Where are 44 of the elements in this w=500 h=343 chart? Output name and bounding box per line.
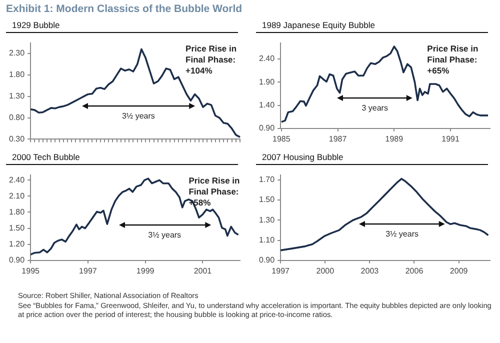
y-tick-label: 0.90: [258, 124, 276, 133]
x-tick-label: 1991: [442, 134, 460, 144]
y-tick-label: 0.80: [8, 112, 26, 122]
y-tick-label: 1.80: [8, 70, 26, 80]
x-tick-label: 1995: [22, 266, 40, 276]
y-tick-label: 1.50: [8, 224, 26, 233]
chart-subtitle: 1989 Japanese Equity Bubble: [256, 18, 488, 33]
y-tick-label: 1.80: [8, 207, 26, 216]
y-tick-label: 1.10: [258, 235, 276, 244]
chart-title: Exhibit 1: Modern Classics of the Bubble World: [6, 2, 244, 17]
y-tick-label: 1.90: [258, 77, 276, 86]
y-tick-label: 2.40: [258, 54, 276, 64]
y-tick-label: 1.40: [258, 100, 276, 110]
annotation: 3½ years: [122, 112, 155, 121]
chart-subtitle: 2007 Housing Bubble: [256, 150, 488, 165]
annotation: Price Rise in Final Phase: +65%: [427, 43, 478, 76]
x-tick-label: 2001: [194, 266, 212, 276]
y-tick-label: 2.40: [8, 175, 26, 184]
x-tick-label: 1987: [328, 134, 348, 144]
y-tick-label: 1.30: [8, 92, 26, 101]
annotation: 3½ years: [386, 230, 418, 239]
x-tick-label: 1997: [272, 266, 290, 276]
x-tick-label: 1999: [136, 266, 155, 276]
y-tick-label: 0.30: [8, 134, 26, 144]
chart-subtitle: 1929 Bubble: [6, 18, 238, 33]
annotation: 3½ years: [148, 230, 182, 240]
annotation: Price Rise in Final Phase: +104%: [186, 43, 237, 76]
y-tick-label: 0.90: [8, 256, 26, 265]
y-tick-label: 2.10: [8, 191, 26, 200]
x-tick-label: 1997: [79, 266, 98, 276]
y-tick-label: 1.20: [8, 240, 26, 249]
y-tick-label: 2.30: [8, 48, 26, 58]
x-tick-label: 1989: [385, 134, 404, 144]
x-tick-label: 2000: [316, 266, 335, 276]
annotation: 3 years: [362, 104, 388, 113]
x-tick-label: 2006: [405, 266, 424, 276]
x-tick-label: 2003: [360, 266, 380, 276]
y-tick-label: 0.90: [258, 256, 276, 265]
y-tick-label: 1.50: [258, 195, 276, 204]
chart-subtitle: 2000 Tech Bubble: [6, 150, 238, 165]
y-tick-label: 1.30: [258, 215, 276, 224]
y-tick-label: 1.70: [258, 175, 276, 184]
x-tick-label: 1985: [272, 134, 291, 144]
x-tick-label: 2009: [450, 266, 468, 276]
